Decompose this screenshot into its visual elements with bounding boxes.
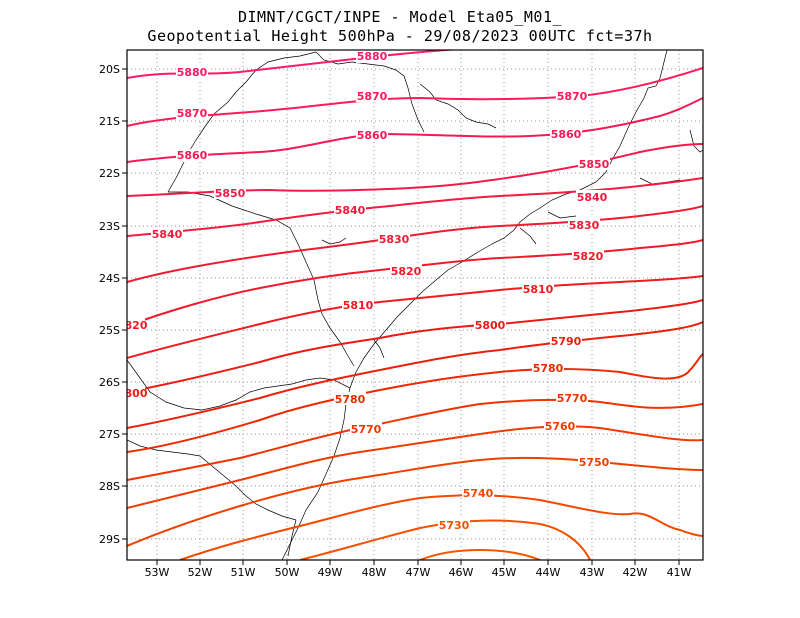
contour-label-5870: 5870 — [177, 107, 208, 120]
contour-5740 — [179, 494, 703, 560]
contour-label-5860: 5860 — [551, 128, 582, 141]
contour-5830 — [127, 205, 703, 283]
contour-5810 — [127, 275, 703, 359]
contour-label-5840: 5840 — [335, 204, 366, 217]
contour-label-5880: 5880 — [357, 50, 388, 63]
contour-5870 — [127, 67, 703, 127]
contour-label-5870: 5870 — [557, 90, 588, 103]
contour-label-5820: 5820 — [391, 265, 422, 278]
lon-label-41w: 41W — [667, 566, 692, 579]
contour-label-5750: 5750 — [579, 456, 610, 469]
contour-labels: 5880 5880 5870 5870 5870 5860 5860 5860 5850 5850… — [125, 50, 610, 532]
contour-label-5830: 5830 — [379, 233, 410, 246]
contour-label-5810: 5810 — [343, 299, 374, 312]
map-title-line-2: Geopotential Height 500hPa - 29/08/2023 … — [147, 27, 653, 45]
lat-label-25s: 25S — [99, 324, 120, 337]
map-frame — [126, 49, 704, 561]
longitude-axis — [156, 560, 680, 565]
contour-label-5820: 5820 — [573, 250, 604, 263]
latitude-axis — [122, 68, 127, 540]
lat-label-23s: 23S — [99, 220, 120, 233]
lat-label-24s: 24S — [99, 272, 120, 285]
contour-label-5740: 5740 — [463, 487, 494, 500]
contour-label-5880: 5880 — [177, 66, 208, 79]
contour-label-5760: 5760 — [545, 420, 576, 433]
lon-label-45w: 45W — [492, 566, 517, 579]
lat-label-29s: 29S — [99, 533, 120, 546]
lon-label-50w: 50W — [275, 566, 300, 579]
lon-label-47w: 47W — [406, 566, 431, 579]
contour-5860 — [127, 97, 703, 163]
lon-label-46w: 46W — [449, 566, 474, 579]
contour-5780 — [127, 353, 703, 453]
grid-lines — [127, 50, 703, 560]
lon-label-43w: 43W — [580, 566, 605, 579]
contour-5770 — [127, 398, 703, 481]
contour-label-5770: 5770 — [557, 392, 588, 405]
contour-label-5840: 5840 — [152, 228, 183, 241]
lat-label-28s: 28S — [99, 480, 120, 493]
contour-label-5840: 5840 — [577, 191, 608, 204]
contour-label-5820: 820 — [125, 319, 148, 332]
contour-label-5780: 5780 — [533, 362, 564, 375]
lon-label-52w: 52W — [188, 566, 213, 579]
contour-label-5830: 5830 — [569, 219, 600, 232]
contour-label-5780: 5780 — [335, 393, 366, 406]
map-title-line-1: DIMNT/CGCT/INPE - Model Eta05_M01_ — [237, 8, 563, 26]
lon-label-49w: 49W — [318, 566, 343, 579]
contour-label-5810: 5810 — [523, 283, 554, 296]
contour-5790 — [127, 321, 703, 429]
contour-label-5850: 5850 — [215, 187, 246, 200]
contour-label-5850: 5850 — [579, 158, 610, 171]
lon-label-48w: 48W — [362, 566, 387, 579]
contour-5840 — [127, 177, 703, 237]
contour-label-5870: 5870 — [357, 90, 388, 103]
contour-label-5860: 5860 — [357, 129, 388, 142]
contour-label-5790: 5790 — [551, 335, 582, 348]
lon-label-51w: 51W — [231, 566, 256, 579]
contour-5720 — [419, 548, 541, 560]
contour-5760 — [127, 425, 703, 509]
contour-5800 — [127, 299, 703, 393]
lat-label-20s: 20S — [99, 63, 120, 76]
lon-label-42w: 42W — [623, 566, 648, 579]
contour-label-5730: 5730 — [439, 519, 470, 532]
lon-label-44w: 44W — [536, 566, 561, 579]
contour-label-5800: 5800 — [475, 319, 506, 332]
lat-label-22s: 22S — [99, 167, 120, 180]
contour-label-5860: 5860 — [177, 149, 208, 162]
lon-label-53w: 53W — [145, 566, 170, 579]
lat-label-26s: 26S — [99, 376, 120, 389]
lat-label-27s: 27S — [99, 428, 120, 441]
contour-5820 — [127, 239, 703, 327]
contour-label-5770: 5770 — [351, 423, 382, 436]
contour-5850 — [127, 143, 703, 197]
lat-label-21s: 21S — [99, 115, 120, 128]
contour-label-5800: 800 — [125, 387, 148, 400]
contour-5750 — [127, 456, 703, 547]
